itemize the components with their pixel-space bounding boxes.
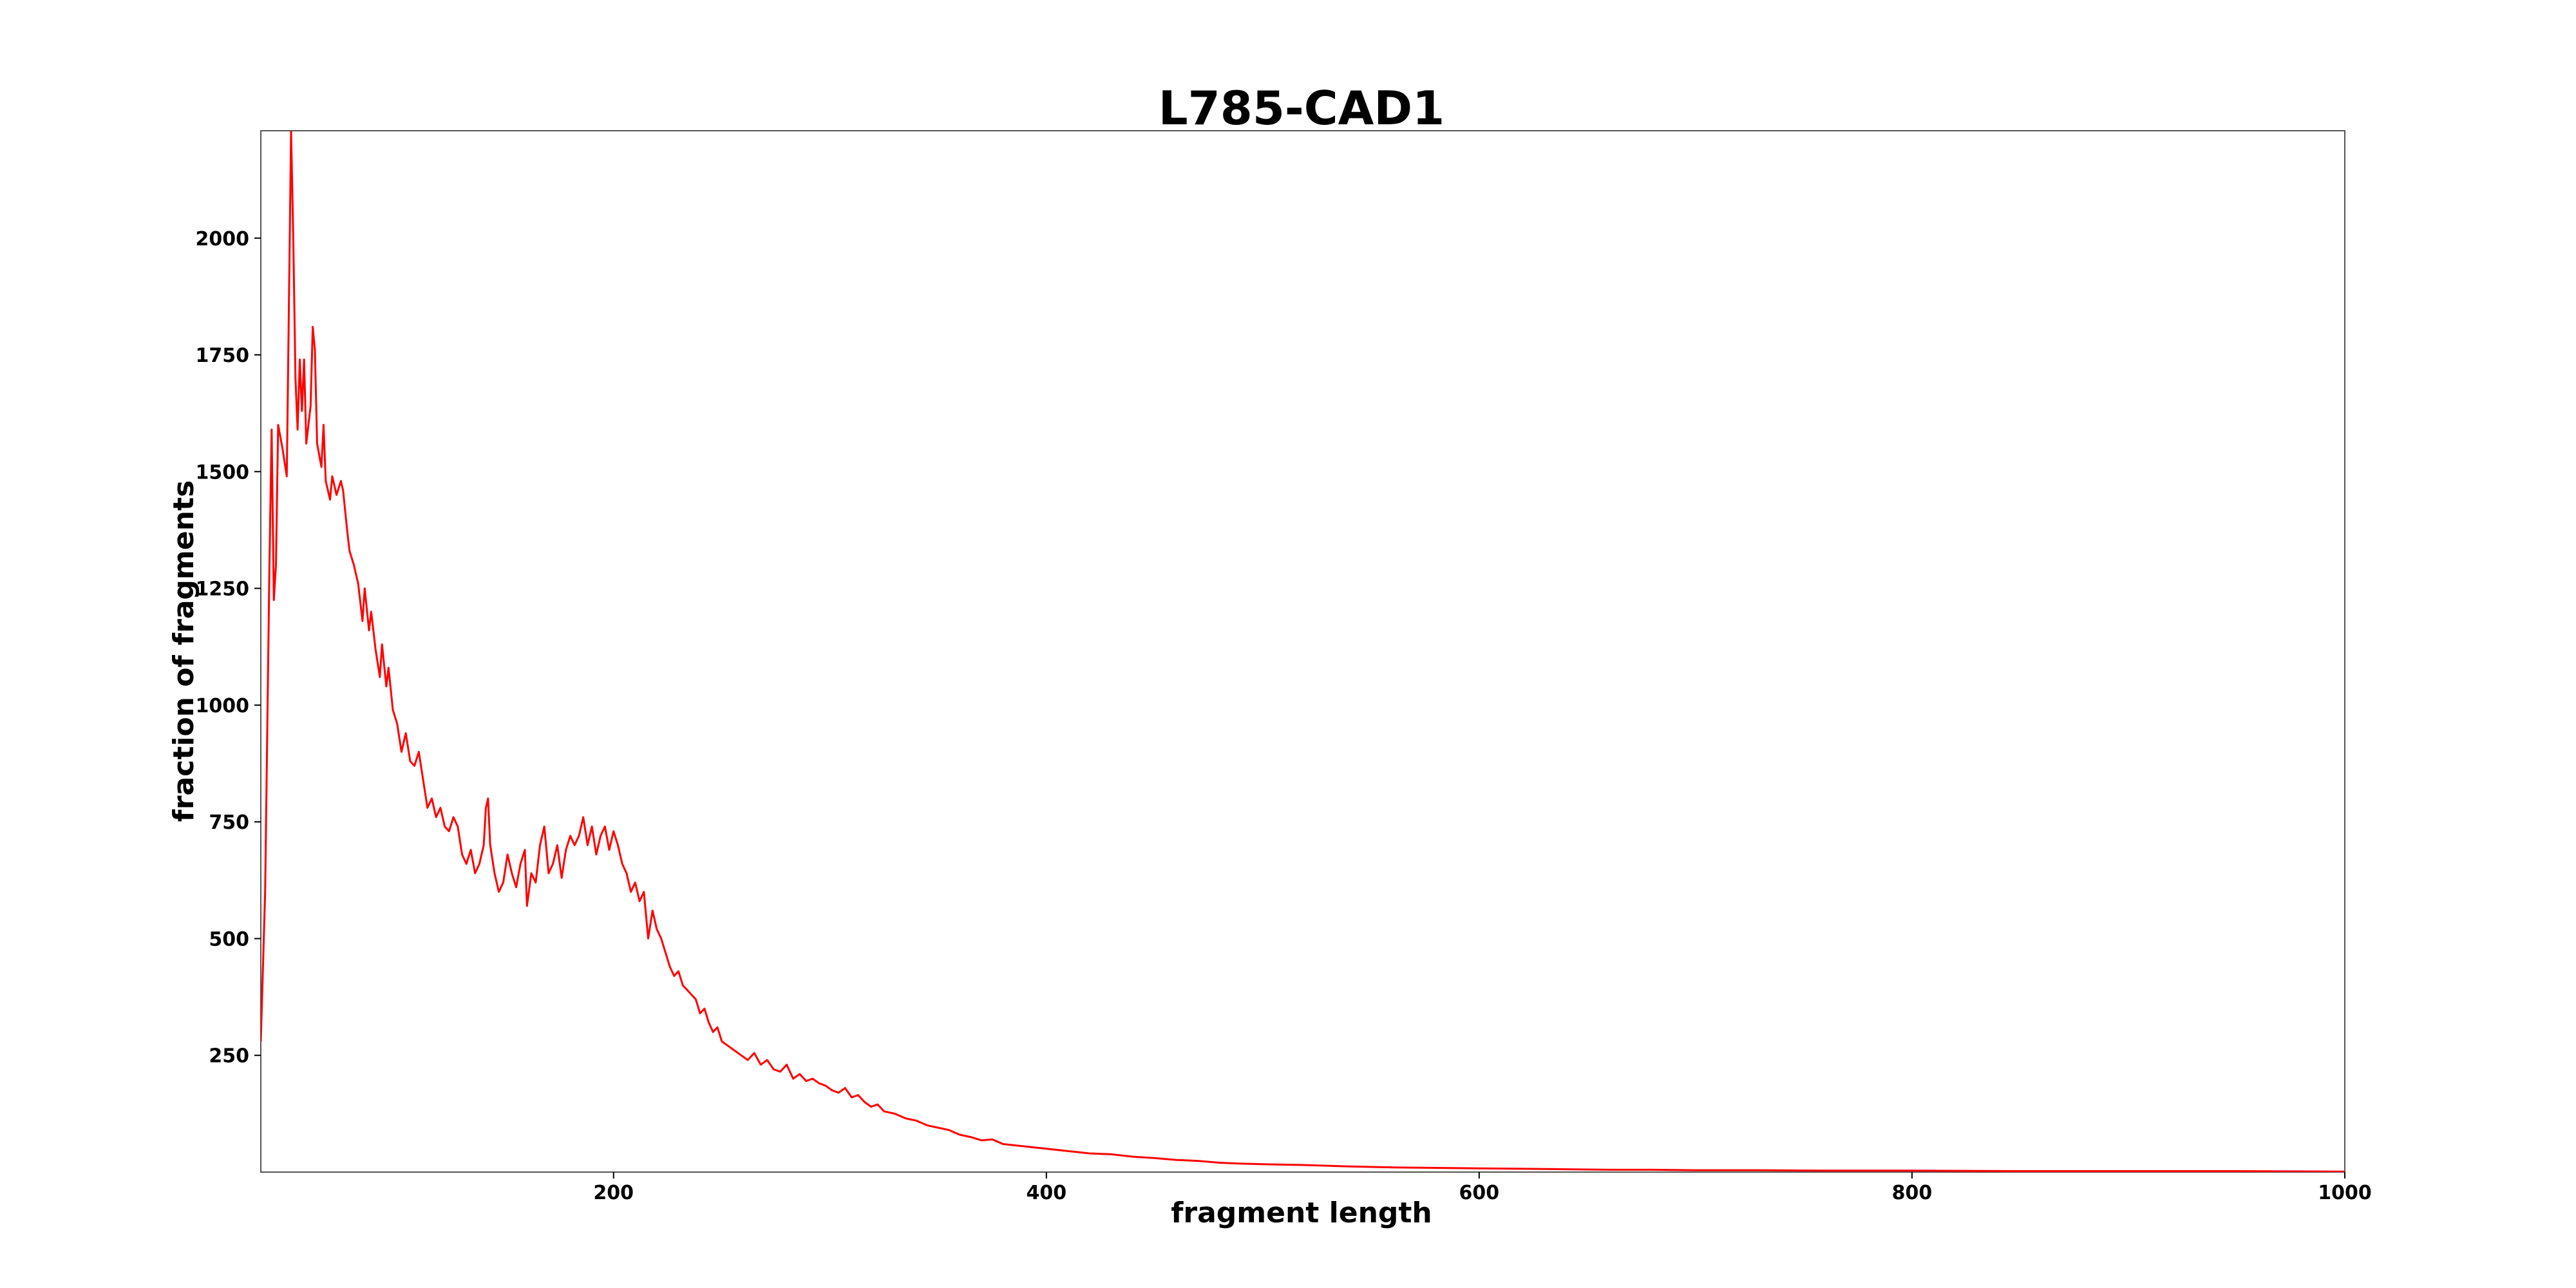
- series-line-0: [261, 131, 2345, 1172]
- chart-title: L785-CAD1: [1159, 81, 1444, 135]
- x-tick-label: 400: [1026, 1182, 1066, 1204]
- y-tick-label: 250: [209, 1045, 249, 1068]
- x-tick-label: 1000: [2318, 1182, 2372, 1204]
- y-axis-label: fraction of fragments: [167, 480, 200, 822]
- x-tick-label: 600: [1459, 1182, 1500, 1204]
- y-tick-label: 1250: [196, 578, 250, 601]
- y-tick-label: 1500: [196, 461, 250, 484]
- y-tick-label: 1000: [196, 695, 250, 717]
- plot-area: [260, 130, 2345, 1173]
- y-tick-label: 2000: [196, 228, 250, 251]
- y-tick-label: 1750: [196, 345, 250, 367]
- x-axis-label: fragment length: [1171, 1197, 1432, 1229]
- x-tick-label: 800: [1892, 1182, 1933, 1204]
- y-tick-label: 750: [209, 811, 249, 834]
- x-tick-label: 200: [593, 1182, 634, 1204]
- y-tick-label: 500: [209, 928, 249, 951]
